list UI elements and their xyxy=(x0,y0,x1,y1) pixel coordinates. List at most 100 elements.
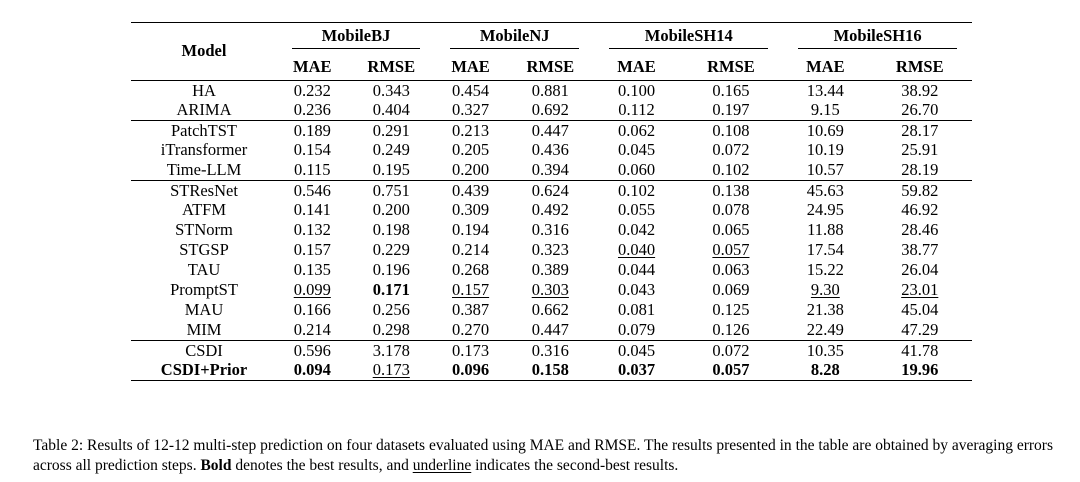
model-name: Time-LLM xyxy=(166,160,242,179)
table-row: PromptST 0.099 0.171 0.157 0.303 0.043 0.069 9.… xyxy=(131,281,972,301)
metric-value: 0.096 xyxy=(435,361,506,381)
metric-value-text: 45.63 xyxy=(806,180,844,200)
metric-value-text: 0.256 xyxy=(372,300,410,320)
metric-header: RMSE xyxy=(367,56,416,76)
metric-value-text: 0.268 xyxy=(452,260,490,280)
caption-text: denotes the best results, and xyxy=(231,457,413,474)
metric-value-text: 0.198 xyxy=(372,220,410,240)
metric-value: 0.881 xyxy=(506,81,594,101)
metric-header: RMSE xyxy=(895,56,944,76)
metric-value-text: 9.15 xyxy=(810,100,840,119)
dataset-header-label: MobileSH16 xyxy=(798,28,957,49)
metric-value: 0.692 xyxy=(506,101,594,121)
metric-value: 0.404 xyxy=(348,101,435,121)
metric-value: 0.229 xyxy=(348,241,435,261)
metric-value: 0.045 xyxy=(594,141,678,161)
metric-value-text: 0.173 xyxy=(452,340,490,360)
table-row: TAU 0.135 0.196 0.268 0.389 0.044 0.063 15.22 26… xyxy=(131,261,972,281)
metric-value: 0.596 xyxy=(277,341,348,361)
metric-value: 10.19 xyxy=(783,141,867,161)
table-row: STResNet 0.546 0.751 0.439 0.624 0.102 0.138 45… xyxy=(131,180,973,201)
metric-value: 19.96 xyxy=(868,361,973,381)
caption-underline-word: underline xyxy=(412,457,472,474)
metric-value-text: 19.96 xyxy=(901,360,939,379)
metric-value: 0.492 xyxy=(506,201,594,221)
metric-value: 0.040 xyxy=(594,241,678,261)
dataset-header: MobileBJ xyxy=(277,23,435,55)
metric-value: 0.045 xyxy=(594,341,678,361)
metric-value: 0.102 xyxy=(594,181,678,201)
metric-value-text: 26.70 xyxy=(901,100,939,119)
metric-value-text: 38.77 xyxy=(901,240,939,260)
metric-value: 0.166 xyxy=(277,301,348,321)
metric-value-text: 0.065 xyxy=(712,220,750,240)
metric-value-text: 0.108 xyxy=(712,120,750,140)
metric-value: 0.078 xyxy=(679,201,783,221)
metric-value-text: 0.081 xyxy=(617,300,656,320)
metric-value-text: 0.045 xyxy=(617,140,656,160)
metric-value-text: 0.060 xyxy=(617,160,656,179)
metric-value: 0.062 xyxy=(594,121,678,141)
metric-value-text: 13.44 xyxy=(806,80,844,100)
metric-value-text: 0.546 xyxy=(293,180,331,200)
metric-value: 41.78 xyxy=(868,341,973,361)
metric-value: 0.213 xyxy=(435,121,506,141)
metric-value: 0.099 xyxy=(277,281,348,301)
model-name: TAU xyxy=(187,260,221,280)
metric-value: 0.063 xyxy=(679,261,783,281)
metric-value: 38.77 xyxy=(868,241,973,261)
metric-value: 45.04 xyxy=(868,301,973,321)
metric-value: 0.158 xyxy=(506,361,594,381)
metric-value-text: 0.063 xyxy=(712,260,750,280)
metric-value: 0.112 xyxy=(594,101,678,121)
metric-value: 26.70 xyxy=(868,101,973,121)
metric-value: 0.100 xyxy=(594,81,678,101)
metric-value-text: 0.214 xyxy=(452,240,490,260)
metric-value-text: 17.54 xyxy=(806,240,844,260)
metric-value: 59.82 xyxy=(868,181,973,201)
metric-value-text: 25.91 xyxy=(901,140,939,160)
model-name: MIM xyxy=(186,320,222,339)
metric-value: 0.327 xyxy=(435,101,506,121)
metric-value: 0.069 xyxy=(679,281,783,301)
metric-value-text: 0.394 xyxy=(531,160,569,179)
metric-value-text: 0.154 xyxy=(293,140,331,160)
metric-header: MAE xyxy=(617,56,656,76)
metric-value-text: 3.178 xyxy=(372,340,410,360)
model-name: CSDI xyxy=(185,340,223,360)
metric-value: 17.54 xyxy=(783,241,867,261)
metric-value: 46.92 xyxy=(868,201,973,221)
metric-value: 10.69 xyxy=(783,121,867,141)
metric-value-text: 0.102 xyxy=(617,180,656,200)
metric-value: 0.138 xyxy=(679,181,783,201)
results-table: Model MobileBJ MobileNJ MobileSH14 Mobil… xyxy=(131,22,972,381)
metric-value-text: 0.138 xyxy=(712,180,750,200)
metric-value-text: 11.88 xyxy=(807,220,844,240)
metric-value-text: 0.132 xyxy=(293,220,331,240)
metric-value: 0.135 xyxy=(277,261,348,281)
metric-value-text: 10.57 xyxy=(806,160,844,179)
metric-value-text: 0.309 xyxy=(452,200,490,220)
metric-value: 0.214 xyxy=(277,321,348,341)
metric-value-text: 0.040 xyxy=(617,240,656,260)
metric-value-text: 0.270 xyxy=(452,320,490,339)
metric-value: 0.291 xyxy=(348,121,435,141)
metric-value: 0.268 xyxy=(435,261,506,281)
metric-value: 0.141 xyxy=(277,201,348,221)
metric-value-text: 0.171 xyxy=(372,280,410,300)
metric-value: 0.157 xyxy=(277,241,348,261)
metric-value-text: 0.057 xyxy=(712,240,750,260)
dataset-header: MobileNJ xyxy=(435,23,594,55)
metric-value: 0.132 xyxy=(277,221,348,241)
table-row: Time-LLM 0.115 0.195 0.200 0.394 0.060 0.102 10… xyxy=(131,161,972,181)
metric-value-text: 0.135 xyxy=(293,260,331,280)
metric-value: 26.04 xyxy=(868,261,973,281)
caption-label: Table 2: xyxy=(33,437,84,454)
metric-value-text: 0.197 xyxy=(712,100,750,119)
metric-value: 0.154 xyxy=(277,141,348,161)
metric-value-text: 0.692 xyxy=(531,100,569,119)
model-name: STGSP xyxy=(179,240,229,260)
metric-value: 0.298 xyxy=(348,321,435,341)
metric-value-text: 24.95 xyxy=(806,200,844,220)
metric-value: 0.173 xyxy=(435,341,506,361)
